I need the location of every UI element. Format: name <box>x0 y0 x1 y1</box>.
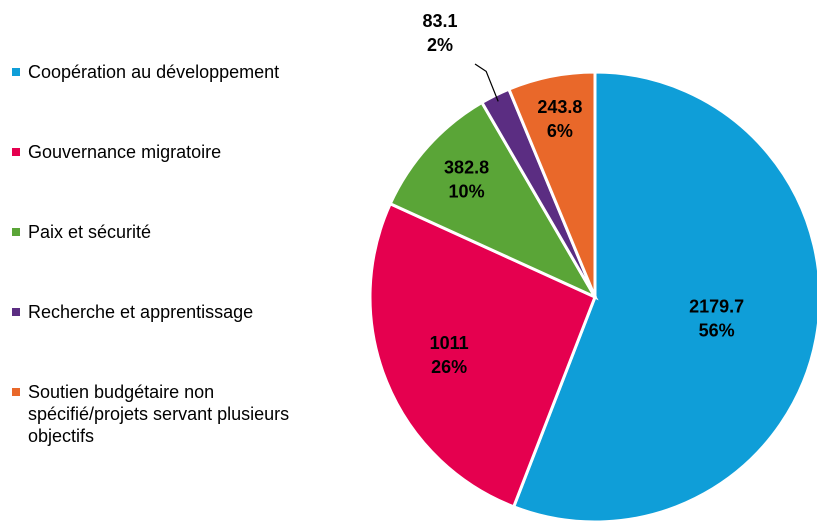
percent-label: 56% <box>699 320 735 340</box>
legend-label: Recherche et apprentissage <box>28 302 254 322</box>
leader-line <box>474 63 499 102</box>
legend-label: Soutien budgétaire non spécifié/projets … <box>28 382 290 446</box>
legend-swatch <box>12 68 20 76</box>
legend-swatch <box>12 148 20 156</box>
value-label: 2179.7 <box>689 296 744 316</box>
pie-slice <box>511 70 817 523</box>
pie-slice <box>368 201 597 509</box>
percent-label: 2% <box>427 35 453 55</box>
legend-swatch <box>12 388 20 396</box>
pie-slice <box>388 100 599 301</box>
value-label: 1011 <box>430 333 469 353</box>
value-label: 243.8 <box>537 97 582 117</box>
legend-label: Coopération au développement <box>28 62 280 82</box>
percent-label: 6% <box>547 121 573 141</box>
value-label: 83.1 <box>422 11 457 31</box>
legend-swatch <box>12 308 20 316</box>
legend-label: Paix et sécurité <box>28 222 152 242</box>
legend-label: Gouvernance migratoire <box>28 142 222 162</box>
legend-swatch <box>12 228 20 236</box>
percent-label: 26% <box>431 357 467 377</box>
value-label: 382.8 <box>444 157 489 177</box>
pie-slice <box>506 70 597 298</box>
percent-label: 10% <box>449 181 485 201</box>
